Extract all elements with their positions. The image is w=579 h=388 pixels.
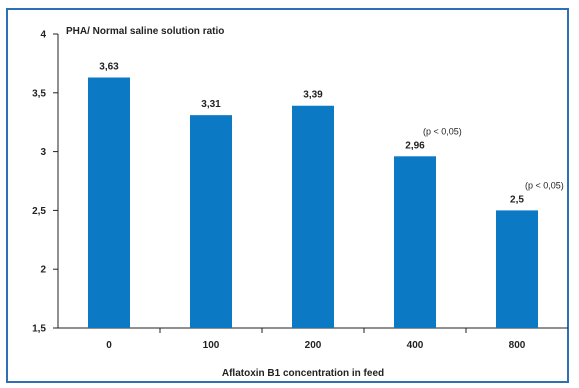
x-tick-label: 400 xyxy=(407,340,424,351)
bar xyxy=(88,77,130,329)
significance-annotation: (p < 0,05) xyxy=(423,126,462,136)
significance-annotation: (p < 0,05) xyxy=(525,180,564,190)
bar xyxy=(496,210,538,328)
x-axis-title: Aflatoxin B1 concentration in feed xyxy=(222,368,384,379)
chart-bars xyxy=(88,77,538,329)
bar xyxy=(190,115,232,328)
x-tick-label: 200 xyxy=(305,340,322,351)
data-label: 3,31 xyxy=(201,99,221,110)
y-tick-label: 2,5 xyxy=(32,206,46,217)
y-tick-label: 3,5 xyxy=(32,88,46,99)
y-tick-label: 3 xyxy=(40,147,46,158)
data-label: 2,96 xyxy=(405,140,425,151)
x-tick-label: 100 xyxy=(203,340,220,351)
data-label: 2,5 xyxy=(510,194,524,205)
y-tick-label: 2 xyxy=(40,265,46,276)
x-tick-label: 0 xyxy=(106,340,112,351)
y-tick-label: 4 xyxy=(40,30,46,41)
bar xyxy=(292,105,334,329)
bar xyxy=(394,156,436,328)
data-label: 3,63 xyxy=(99,62,119,73)
data-label: 3,39 xyxy=(303,90,323,101)
chart-labels: 3,63 0 3,31 100 3,39 200 2,96 400 2,5 800 (p < 0,0… xyxy=(99,62,564,351)
x-tick-label: 800 xyxy=(509,340,526,351)
y-tick-label: 1,5 xyxy=(32,324,46,335)
y-axis-title: PHA/ Normal saline solution ratio xyxy=(66,26,224,37)
